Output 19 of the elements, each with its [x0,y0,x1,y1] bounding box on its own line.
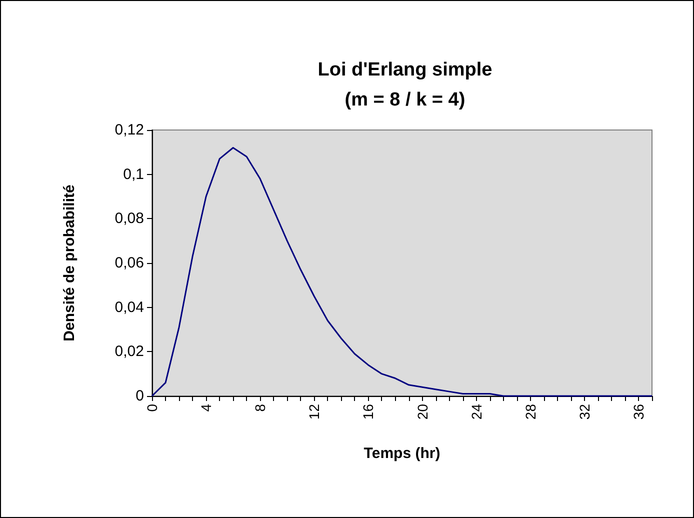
chart-title: Loi d'Erlang simple (m = 8 / k = 4) [318,60,492,110]
x-tick-label: 0 [144,404,160,412]
x-tick-label: 12 [306,404,322,420]
x-tick-label: 16 [360,404,376,420]
x-tick-label: 4 [198,404,214,412]
y-tick-label: 0,06 [114,254,144,272]
x-tick-label: 32 [576,404,592,420]
x-tick-label: 36 [630,404,646,420]
y-tick-label: 0,02 [114,343,144,360]
y-axis-title: Densité de probabilité [61,184,78,342]
x-tick-label: 24 [468,404,484,420]
x-axis-title: Temps (hr) [364,445,440,462]
x-tick-label: 20 [414,404,430,420]
y-tick-label: 0,04 [114,298,144,316]
y-tick-label: 0,1 [123,166,144,183]
y-tick-label: 0,12 [114,122,144,138]
x-tick-label: 8 [252,404,268,412]
x-tick-label: 28 [522,404,538,420]
y-tick-label: 0,08 [114,210,144,228]
